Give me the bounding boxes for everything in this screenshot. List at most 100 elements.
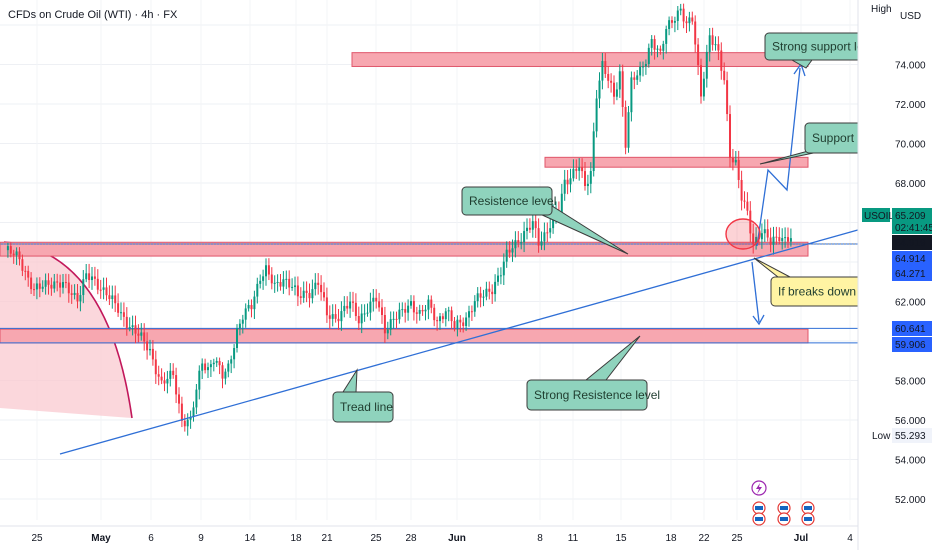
candle-body: [169, 370, 172, 379]
candle-body: [102, 287, 105, 290]
candle: [82, 270, 85, 304]
candle-body: [64, 282, 67, 284]
candle: [91, 266, 93, 290]
price-tick: 72.000: [895, 100, 926, 111]
candle-body: [415, 312, 418, 314]
candle: [151, 340, 154, 366]
candle-body: [653, 39, 656, 50]
candle-body: [151, 348, 154, 360]
candle-body: [520, 242, 523, 244]
candle-body: [163, 380, 166, 384]
lightning-icon-glyph: [756, 483, 762, 494]
price-tick: 58.000: [895, 377, 926, 388]
candle-body: [30, 277, 33, 290]
time-axis[interactable]: 25 May 6 9 14 18 21 25 28 Jun 8 11 15 18 22 25 Jul 4: [0, 525, 858, 544]
candle-body: [325, 297, 328, 316]
candle: [688, 11, 691, 32]
candle: [621, 64, 624, 117]
candle-body: [665, 29, 668, 44]
candle: [282, 271, 285, 294]
candle-body: [694, 21, 697, 45]
candle-body: [372, 297, 375, 302]
candle-body: [395, 318, 398, 320]
candle-body: [668, 20, 671, 30]
candle: [88, 263, 91, 289]
candle: [650, 35, 653, 56]
candle-body: [276, 282, 279, 284]
candle: [122, 302, 125, 327]
callout-trend[interactable]: Tread line: [332, 368, 394, 423]
candle-body: [488, 288, 491, 292]
candle: [717, 36, 720, 61]
candle: [424, 305, 427, 321]
price-tag: 60.641: [895, 324, 926, 335]
candle: [102, 277, 105, 300]
candle: [270, 267, 273, 290]
candle-body: [630, 77, 633, 113]
candle-body: [192, 407, 195, 417]
high-label: High: [871, 4, 892, 15]
price-highlight-circle: [725, 218, 761, 250]
candle: [314, 273, 317, 296]
candle: [178, 387, 180, 414]
candle-body: [99, 289, 102, 291]
candle-body: [375, 297, 378, 302]
candle-body: [323, 292, 325, 298]
candle-body: [537, 228, 540, 246]
time-tick: 25: [370, 533, 382, 544]
candle: [494, 274, 497, 302]
callout-strong-resistance[interactable]: Strong Resistence level: [526, 335, 660, 411]
candle: [723, 62, 726, 85]
candle: [691, 11, 694, 25]
candle: [163, 372, 166, 392]
candle-body: [236, 328, 238, 349]
candle: [354, 293, 357, 321]
candle-body: [526, 227, 528, 232]
candle-body: [337, 318, 340, 322]
price-tag-bg: [892, 337, 932, 352]
candle: [256, 277, 259, 304]
candle: [726, 71, 729, 122]
candle-body: [221, 365, 224, 379]
callout-resistance[interactable]: Resistence level: [461, 186, 629, 255]
candle-body: [647, 47, 650, 65]
candle: [262, 269, 265, 290]
candle-body: [494, 281, 497, 295]
candle-body: [436, 320, 439, 322]
price-tick: 70.000: [895, 140, 926, 151]
candle: [787, 227, 789, 249]
candle-body: [444, 311, 447, 320]
candle: [679, 3, 682, 16]
candle: [172, 363, 175, 379]
candle: [375, 289, 378, 309]
current-price: 65.209: [895, 211, 926, 222]
candle-body: [305, 290, 308, 293]
candle-body: [50, 284, 53, 289]
candle-body: [212, 362, 215, 365]
candle: [85, 264, 88, 283]
candle-body: [253, 296, 256, 310]
candle: [523, 221, 526, 253]
candle: [769, 227, 772, 253]
candle-body: [549, 228, 552, 233]
candle-body: [627, 112, 630, 148]
callout-strong-support[interactable]: Strong support level: [764, 32, 879, 69]
candle: [668, 16, 671, 36]
candle-body: [618, 71, 621, 90]
candle-body: [584, 171, 586, 187]
candle: [267, 258, 270, 281]
price-axis[interactable]: USD High 74.000 72.000 70.000 68.000 62.000 60.…: [857, 0, 932, 550]
candle: [592, 122, 595, 177]
candle-body: [9, 246, 12, 254]
candle-body: [105, 287, 108, 296]
candle-body: [656, 48, 659, 50]
candle: [64, 273, 67, 289]
candle: [166, 370, 169, 394]
candle-body: [320, 284, 323, 293]
candle: [517, 231, 520, 248]
candle: [589, 162, 592, 194]
candle: [227, 360, 230, 378]
price-tick: 62.000: [895, 298, 926, 309]
candle: [221, 362, 224, 389]
